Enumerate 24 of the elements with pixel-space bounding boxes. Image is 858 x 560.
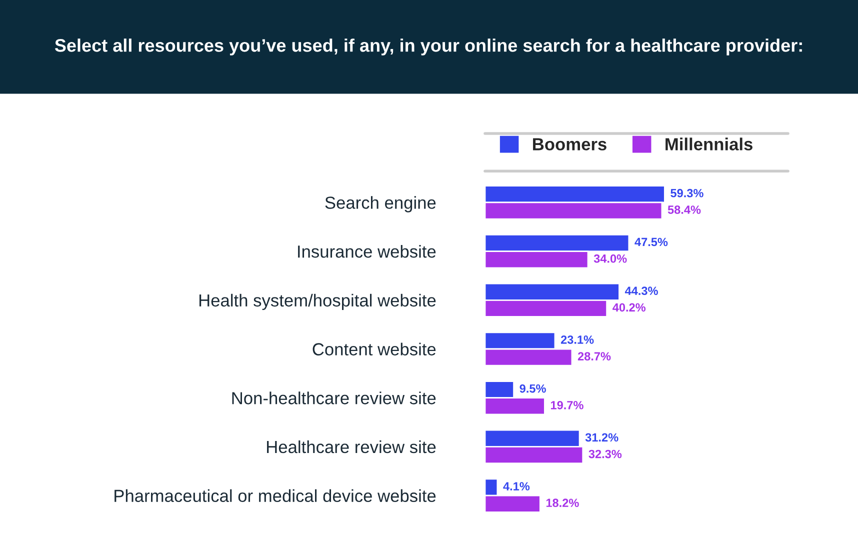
data-label: 44.3% [624, 286, 658, 296]
y-tick-label: Content website [312, 342, 436, 356]
legend-label: Millennials [666, 138, 752, 150]
chart-title: Select all resources you’ve used, if any, in your online search for a healthcare provider: [54, 38, 802, 56]
data-label: 34.0% [594, 254, 627, 263]
data-label: 23.1% [560, 336, 594, 344]
legend-label: Boomers [533, 138, 606, 150]
y-tick-label: Healthcare review site [267, 440, 436, 454]
y-tick-label: Pharmaceutical or medical device website [114, 489, 436, 502]
data-label: 19.7% [550, 400, 584, 410]
data-label: 31.2% [585, 433, 618, 442]
data-label: 9.5% [520, 384, 546, 393]
data-label: 47.5% [634, 238, 668, 246]
y-tick-label: Health system/hospital website [199, 294, 436, 310]
data-label: 40.2% [612, 303, 646, 312]
y-tick-label: Insurance website [298, 244, 436, 258]
y-tick-label: Non-healthcare review site [232, 392, 436, 404]
data-label: 32.3% [588, 450, 622, 458]
data-label: 59.3% [670, 188, 704, 198]
y-tick-label: Search engine [325, 196, 436, 212]
data-label: 58.4% [668, 206, 701, 214]
data-label: 28.7% [578, 352, 611, 360]
data-label: 4.1% [503, 482, 530, 490]
data-label: 18.2% [546, 498, 579, 508]
